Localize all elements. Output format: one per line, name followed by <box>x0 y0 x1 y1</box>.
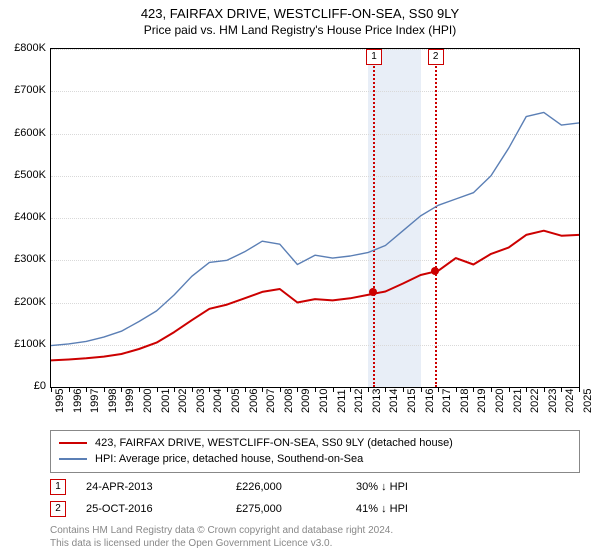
x-tick-label: 2003 <box>195 389 207 413</box>
page-title: 423, FAIRFAX DRIVE, WESTCLIFF-ON-SEA, SS… <box>0 6 600 21</box>
x-tick-label: 2004 <box>212 389 224 413</box>
sale-marker: 2 <box>50 501 66 517</box>
x-tick <box>86 387 87 392</box>
x-tick <box>209 387 210 392</box>
x-tick-label: 2016 <box>424 389 436 413</box>
x-tick <box>315 387 316 392</box>
sale-dot <box>369 288 377 296</box>
x-tick <box>174 387 175 392</box>
sale-row: 1 24-APR-2013£226,00030% ↓ HPI <box>50 476 476 498</box>
x-tick <box>227 387 228 392</box>
legend-swatch <box>59 442 87 444</box>
y-tick-label: £600K <box>0 127 46 139</box>
x-tick-label: 2020 <box>494 389 506 413</box>
x-tick-label: 2000 <box>142 389 154 413</box>
x-tick <box>69 387 70 392</box>
x-tick-label: 2007 <box>265 389 277 413</box>
sale-date: 25-OCT-2016 <box>86 503 236 515</box>
x-tick-label: 2008 <box>283 389 295 413</box>
x-tick <box>491 387 492 392</box>
x-tick-label: 2010 <box>318 389 330 413</box>
series-line <box>51 231 579 361</box>
x-tick-label: 1998 <box>107 389 119 413</box>
x-tick-label: 1999 <box>124 389 136 413</box>
x-tick <box>438 387 439 392</box>
page-subtitle: Price paid vs. HM Land Registry's House … <box>0 23 600 37</box>
x-tick-label: 2014 <box>388 389 400 413</box>
x-tick <box>51 387 52 392</box>
x-tick <box>456 387 457 392</box>
x-tick <box>473 387 474 392</box>
x-tick <box>350 387 351 392</box>
y-tick-label: £200K <box>0 296 46 308</box>
series-line <box>51 112 579 345</box>
x-tick <box>262 387 263 392</box>
legend-label: HPI: Average price, detached house, Sout… <box>95 453 363 465</box>
legend: 423, FAIRFAX DRIVE, WESTCLIFF-ON-SEA, SS… <box>50 430 580 473</box>
x-tick-label: 2022 <box>529 389 541 413</box>
x-tick-label: 2005 <box>230 389 242 413</box>
x-tick-label: 2023 <box>547 389 559 413</box>
x-tick-label: 2017 <box>441 389 453 413</box>
y-tick-label: £500K <box>0 169 46 181</box>
y-tick-label: £400K <box>0 211 46 223</box>
x-tick <box>104 387 105 392</box>
x-tick-label: 2019 <box>476 389 488 413</box>
x-tick <box>245 387 246 392</box>
x-tick <box>121 387 122 392</box>
y-tick-label: £0 <box>0 380 46 392</box>
x-tick <box>421 387 422 392</box>
footer-line-1: Contains HM Land Registry data © Crown c… <box>50 524 393 537</box>
x-tick <box>297 387 298 392</box>
x-tick <box>157 387 158 392</box>
x-tick-label: 2011 <box>336 389 348 413</box>
x-tick-label: 1995 <box>54 389 66 413</box>
y-tick-label: £700K <box>0 84 46 96</box>
legend-label: 423, FAIRFAX DRIVE, WESTCLIFF-ON-SEA, SS… <box>95 437 453 449</box>
x-tick-label: 1996 <box>72 389 84 413</box>
x-tick <box>509 387 510 392</box>
sale-price: £275,000 <box>236 503 356 515</box>
x-tick-label: 2012 <box>353 389 365 413</box>
x-tick <box>139 387 140 392</box>
legend-item: 423, FAIRFAX DRIVE, WESTCLIFF-ON-SEA, SS… <box>59 435 571 451</box>
x-tick <box>579 387 580 392</box>
sale-marker: 1 <box>50 479 66 495</box>
legend-swatch <box>59 458 87 460</box>
y-tick-label: £100K <box>0 338 46 350</box>
x-tick-label: 2015 <box>406 389 418 413</box>
x-tick-label: 2001 <box>160 389 172 413</box>
y-tick-label: £800K <box>0 42 46 54</box>
x-tick-label: 2002 <box>177 389 189 413</box>
sale-date: 24-APR-2013 <box>86 481 236 493</box>
sale-row: 2 25-OCT-2016£275,00041% ↓ HPI <box>50 498 476 520</box>
sales-table: 1 24-APR-2013£226,00030% ↓ HPI 2 25-OCT-201… <box>50 476 476 520</box>
legend-item: HPI: Average price, detached house, Sout… <box>59 451 571 467</box>
x-tick <box>385 387 386 392</box>
x-tick-label: 2024 <box>564 389 576 413</box>
x-tick-label: 2025 <box>582 389 594 413</box>
x-tick-label: 2018 <box>459 389 471 413</box>
sale-price: £226,000 <box>236 481 356 493</box>
x-tick <box>280 387 281 392</box>
footer-line-2: This data is licensed under the Open Gov… <box>50 537 393 550</box>
x-tick <box>192 387 193 392</box>
sale-delta: 41% ↓ HPI <box>356 503 476 515</box>
x-tick-label: 2009 <box>300 389 312 413</box>
chart-plot-area: 1995199619971998199920002001200220032004… <box>50 48 580 388</box>
x-tick <box>544 387 545 392</box>
x-tick <box>403 387 404 392</box>
footer-disclaimer: Contains HM Land Registry data © Crown c… <box>50 524 393 550</box>
sale-dot <box>431 267 439 275</box>
x-tick <box>333 387 334 392</box>
x-tick <box>368 387 369 392</box>
x-tick-label: 1997 <box>89 389 101 413</box>
sale-delta: 30% ↓ HPI <box>356 481 476 493</box>
x-tick-label: 2013 <box>371 389 383 413</box>
x-tick-label: 2021 <box>512 389 524 413</box>
y-tick-label: £300K <box>0 253 46 265</box>
x-tick <box>526 387 527 392</box>
x-tick-label: 2006 <box>248 389 260 413</box>
x-tick <box>561 387 562 392</box>
